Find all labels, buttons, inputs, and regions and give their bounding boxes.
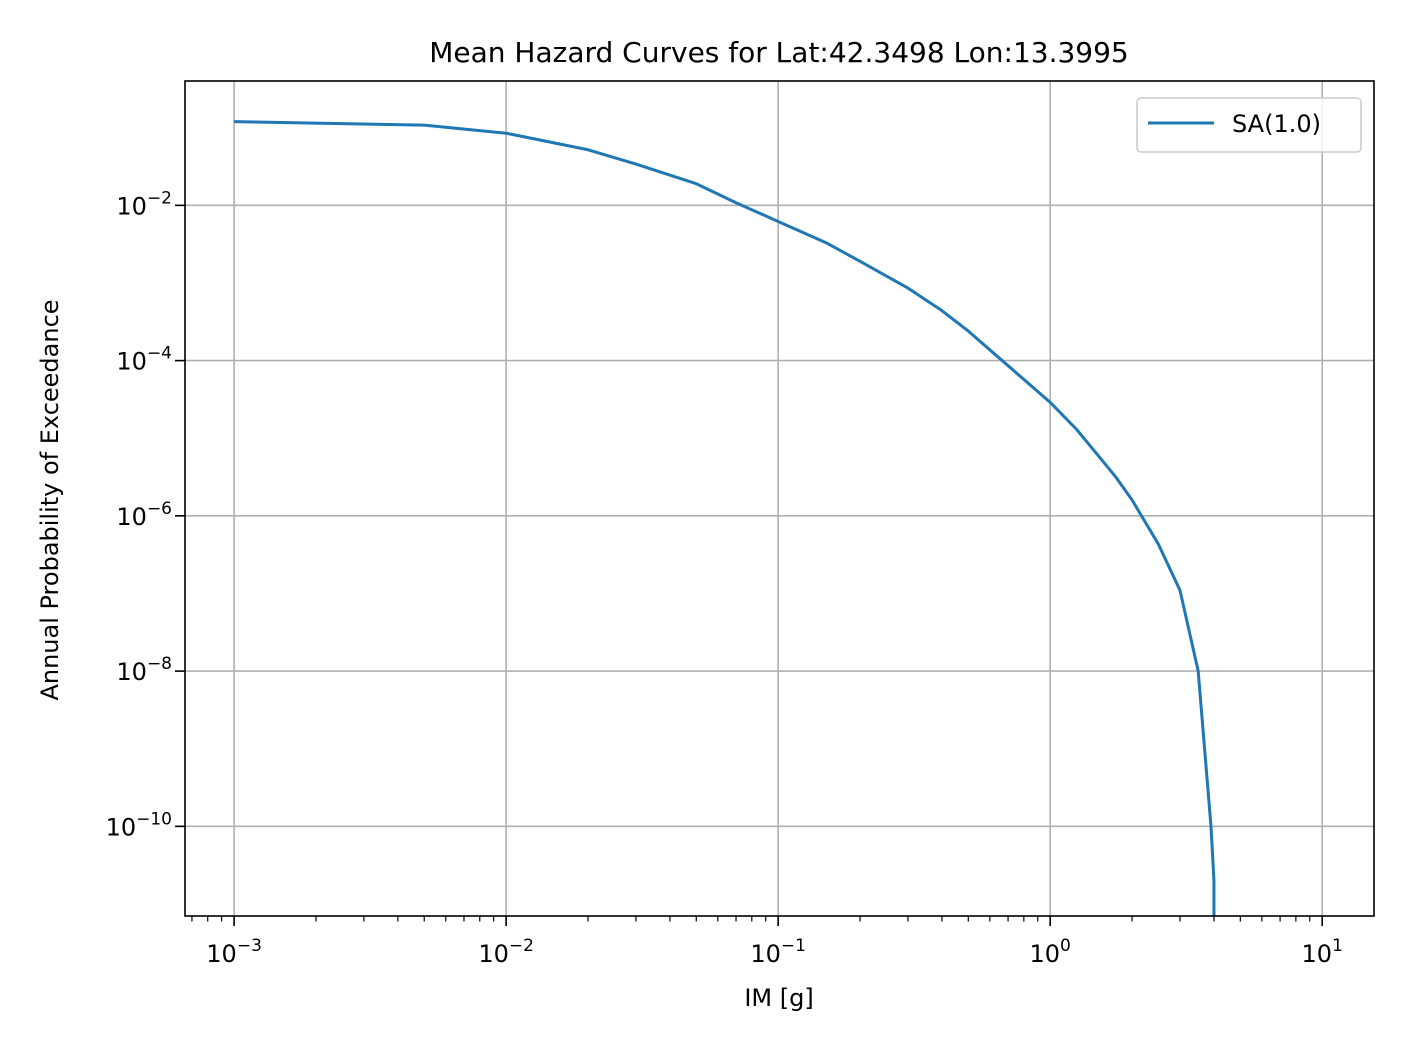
plot-area-frame bbox=[184, 80, 1375, 917]
y-tick-label: 10−10 bbox=[106, 809, 172, 841]
x-tick-label: 100 bbox=[1030, 936, 1071, 968]
x-tick-label: 10−2 bbox=[478, 936, 534, 968]
series-line-sa-1-0 bbox=[234, 120, 1216, 916]
x-tick-label: 10−1 bbox=[750, 936, 806, 968]
y-tick-label: 10−4 bbox=[116, 344, 172, 376]
x-axis-title: IM [g] bbox=[744, 984, 813, 1012]
chart-title: Mean Hazard Curves for Lat:42.3498 Lon:1… bbox=[429, 36, 1129, 69]
y-tick-label: 10−6 bbox=[116, 499, 172, 531]
x-tick-label: 10−3 bbox=[206, 936, 262, 968]
x-minor-ticks bbox=[191, 916, 1311, 922]
y-tick-label: 10−2 bbox=[116, 188, 172, 220]
legend-box bbox=[1136, 97, 1362, 153]
legend: SA(1.0) bbox=[1136, 97, 1362, 153]
major-ticks bbox=[175, 204, 1324, 926]
x-tick-label: 101 bbox=[1302, 936, 1343, 968]
x-tick-labels: 10−3 10−2 10−1 100 101 bbox=[206, 936, 1343, 968]
y-tick-labels: 10−2 10−4 10−6 10−8 10−10 bbox=[106, 188, 172, 841]
y-axis-title: Annual Probability of Exceedance bbox=[36, 299, 64, 700]
legend-label-sa-1-0: SA(1.0) bbox=[1232, 110, 1321, 138]
series-lines bbox=[234, 120, 1216, 916]
y-tick-label: 10−8 bbox=[116, 654, 172, 686]
